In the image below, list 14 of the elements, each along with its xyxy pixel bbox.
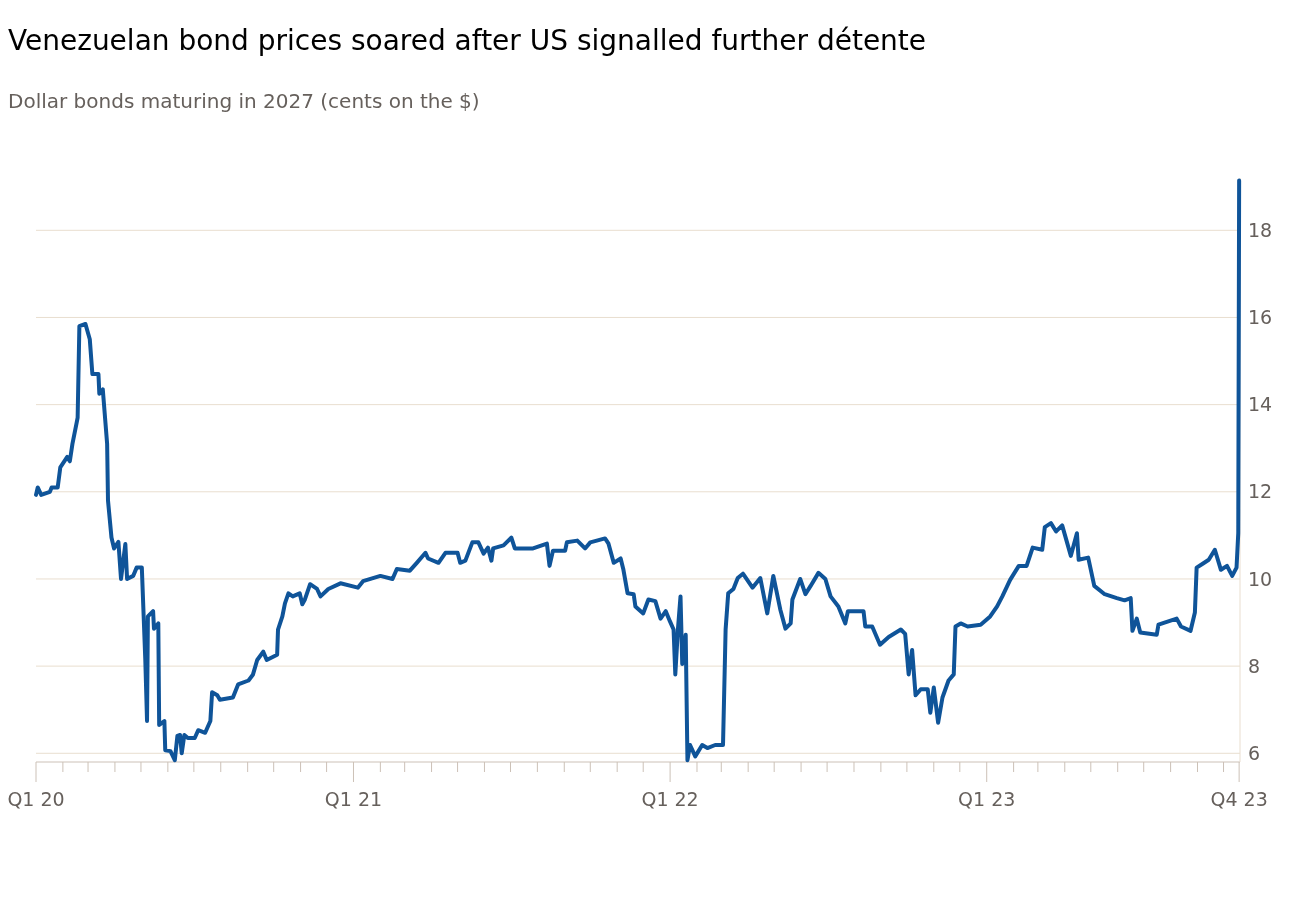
- y-tick-label: 14: [1248, 393, 1273, 416]
- x-tick-label: Q1 21: [324, 788, 383, 810]
- x-tick-label: Q1 23: [958, 788, 1016, 810]
- y-tick-label: 6: [1248, 741, 1261, 764]
- x-tick-label: Q1 20: [7, 788, 65, 810]
- chart-subtitle: Dollar bonds maturing in 2027 (cents on the $): [8, 89, 480, 113]
- y-tick-label: 8: [1248, 654, 1261, 677]
- y-tick-label: 12: [1248, 480, 1273, 503]
- y-tick-label: 18: [1248, 218, 1273, 241]
- y-tick-label: 10: [1248, 567, 1273, 590]
- x-tick-label: Q4 23: [1210, 788, 1268, 810]
- chart-title: Venezuelan bond prices soared after US signalled further détente: [8, 24, 927, 57]
- x-tick-label: Q1 22: [641, 788, 699, 810]
- y-tick-label: 16: [1248, 306, 1273, 329]
